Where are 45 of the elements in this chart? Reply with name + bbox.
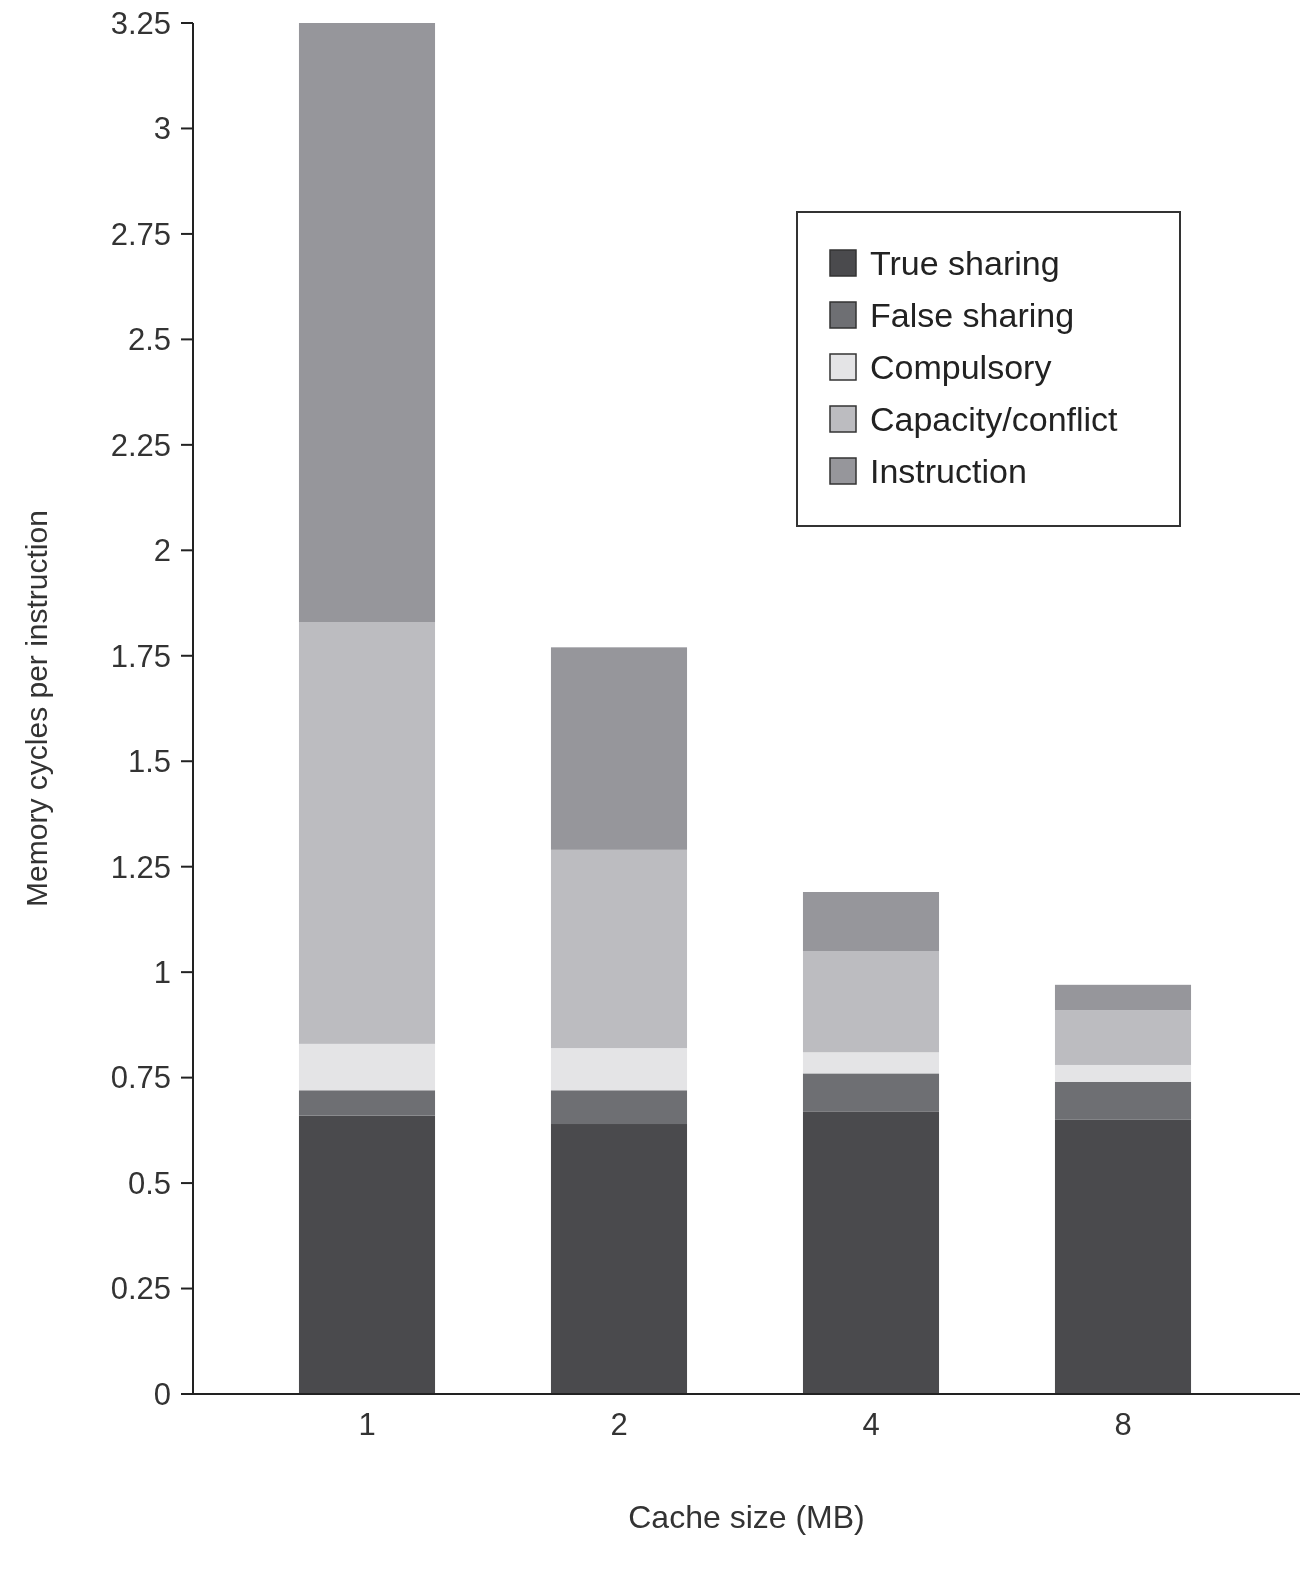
legend-label: Compulsory <box>870 347 1052 386</box>
bar <box>1054 984 1192 1011</box>
bar <box>802 951 940 1053</box>
y-tick-label: 2.5 <box>127 322 171 358</box>
y-tick-label: 1 <box>153 955 171 990</box>
y-tick-label: 0.5 <box>127 1165 171 1201</box>
bar <box>1054 1010 1192 1065</box>
bar <box>298 23 436 623</box>
y-tick-label: 0.25 <box>110 1271 171 1307</box>
y-tick-label: 3.25 <box>110 5 171 41</box>
bar <box>550 849 688 1049</box>
y-tick-label: 0.75 <box>110 1060 171 1096</box>
legend-label: False sharing <box>870 295 1075 334</box>
x-tick-label: 4 <box>862 1407 880 1442</box>
y-tick-label: 1.75 <box>110 638 171 674</box>
bar <box>298 1043 436 1091</box>
legend-label: True sharing <box>870 243 1060 282</box>
bar <box>298 1090 436 1116</box>
x-tick-label: 1 <box>358 1407 376 1442</box>
y-tick-label: 3 <box>153 111 171 147</box>
x-axis-title: Cache size (MB) <box>628 1499 865 1535</box>
y-tick-label: 2 <box>153 533 171 569</box>
y-tick-label: 2.75 <box>110 216 171 252</box>
bar <box>1054 1081 1192 1120</box>
bar <box>298 1115 436 1394</box>
bar <box>1054 1064 1192 1082</box>
y-tick-label: 0 <box>153 1376 171 1412</box>
y-tick-label: 2.25 <box>110 427 171 463</box>
bar <box>550 1090 688 1125</box>
bar <box>802 892 940 952</box>
bar <box>298 622 436 1044</box>
bar <box>802 1111 940 1394</box>
bar <box>550 1124 688 1394</box>
bar <box>1054 1119 1192 1394</box>
bar <box>550 1048 688 1091</box>
y-axis-title: Memory cycles per instruction <box>20 510 53 907</box>
x-tick-label: 8 <box>1114 1407 1132 1442</box>
y-tick-label: 1.25 <box>110 849 171 885</box>
bar <box>550 647 688 850</box>
y-tick-label: 1.5 <box>127 744 171 780</box>
bar <box>802 1073 940 1112</box>
x-tick-label: 2 <box>610 1407 628 1442</box>
bar <box>802 1052 940 1074</box>
legend-label: Capacity/conflict <box>870 399 1119 438</box>
legend-label: Instruction <box>870 451 1027 490</box>
